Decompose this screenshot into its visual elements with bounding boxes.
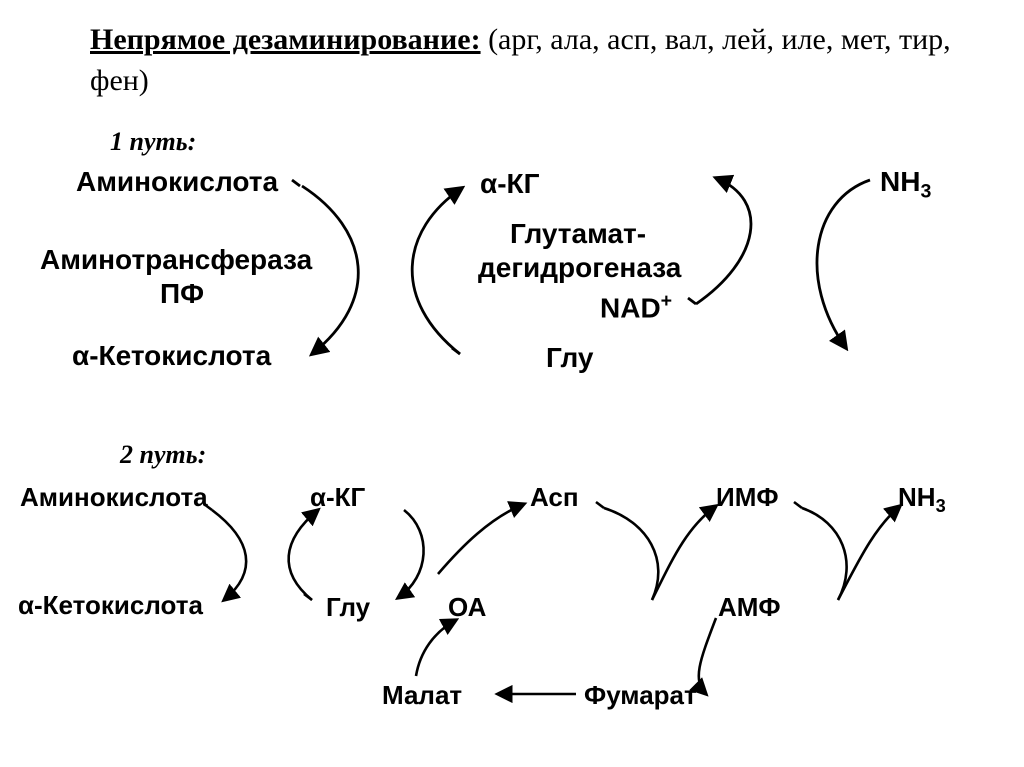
reaction-arrows [0, 0, 1024, 767]
slide: Непрямое дезаминирование: (арг, ала, асп… [0, 0, 1024, 767]
